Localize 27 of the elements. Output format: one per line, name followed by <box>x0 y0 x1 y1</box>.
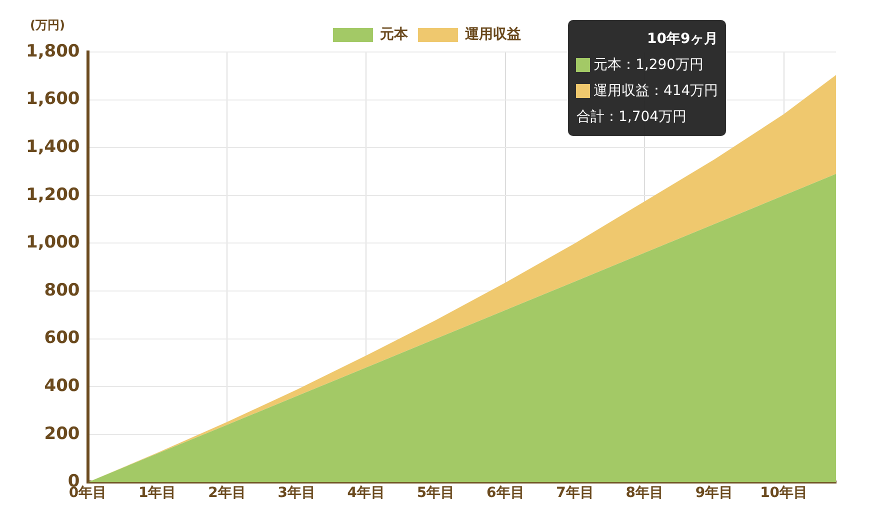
y-tick-label: 1,400 <box>26 137 80 158</box>
legend-label: 運用収益 <box>464 26 521 43</box>
y-tick-label: 400 <box>44 376 80 396</box>
x-tick-label: 9年目 <box>695 485 734 502</box>
x-tick-label: 1年目 <box>138 485 176 502</box>
x-tick-label: 0年目 <box>68 485 107 502</box>
x-tick-label: 8年目 <box>626 485 664 502</box>
x-tick-label: 2年目 <box>208 485 246 502</box>
y-axis-title: (万円) <box>30 18 65 32</box>
y-tick-label: 200 <box>44 424 80 444</box>
y-tick-label: 1,800 <box>26 41 80 62</box>
x-tick-label: 6年目 <box>486 485 524 502</box>
x-tick-label: 3年目 <box>278 485 316 502</box>
y-tick-label: 1,200 <box>26 184 80 205</box>
y-tick-label: 1,000 <box>26 232 80 253</box>
y-tick-label: 600 <box>44 328 80 348</box>
y-tick-label: 1,600 <box>26 89 80 110</box>
x-tick-label: 10年目 <box>760 485 808 502</box>
x-tick-label: 5年目 <box>416 485 455 502</box>
annotation: 運用収益：414万円 <box>593 82 718 101</box>
x-tick-label: 7年目 <box>556 485 594 502</box>
annotation: 元本：1,290万円 <box>593 56 704 75</box>
y-tick-label: 800 <box>44 280 80 300</box>
annotation: 合計：1,704万円 <box>576 108 687 127</box>
x-tick-label: 4年目 <box>347 485 386 502</box>
tooltip: 10年9ヶ月 元本：1,290万円 運用収益：414万円 合計：1,704万円 <box>568 20 726 136</box>
legend-label: 元本 <box>379 26 409 43</box>
